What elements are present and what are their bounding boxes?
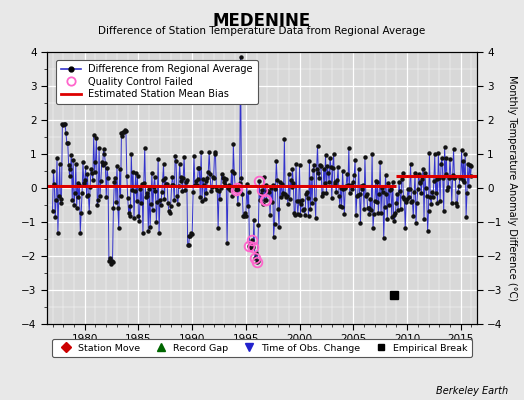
Text: Difference of Station Temperature Data from Regional Average: Difference of Station Temperature Data f… — [99, 26, 425, 36]
Y-axis label: Monthly Temperature Anomaly Difference (°C): Monthly Temperature Anomaly Difference (… — [507, 75, 517, 301]
Text: MEDENINE: MEDENINE — [213, 12, 311, 30]
Legend: Station Move, Record Gap, Time of Obs. Change, Empirical Break: Station Move, Record Gap, Time of Obs. C… — [52, 339, 472, 357]
Legend: Difference from Regional Average, Quality Control Failed, Estimated Station Mean: Difference from Regional Average, Qualit… — [56, 60, 258, 104]
Text: Berkeley Earth: Berkeley Earth — [436, 386, 508, 396]
